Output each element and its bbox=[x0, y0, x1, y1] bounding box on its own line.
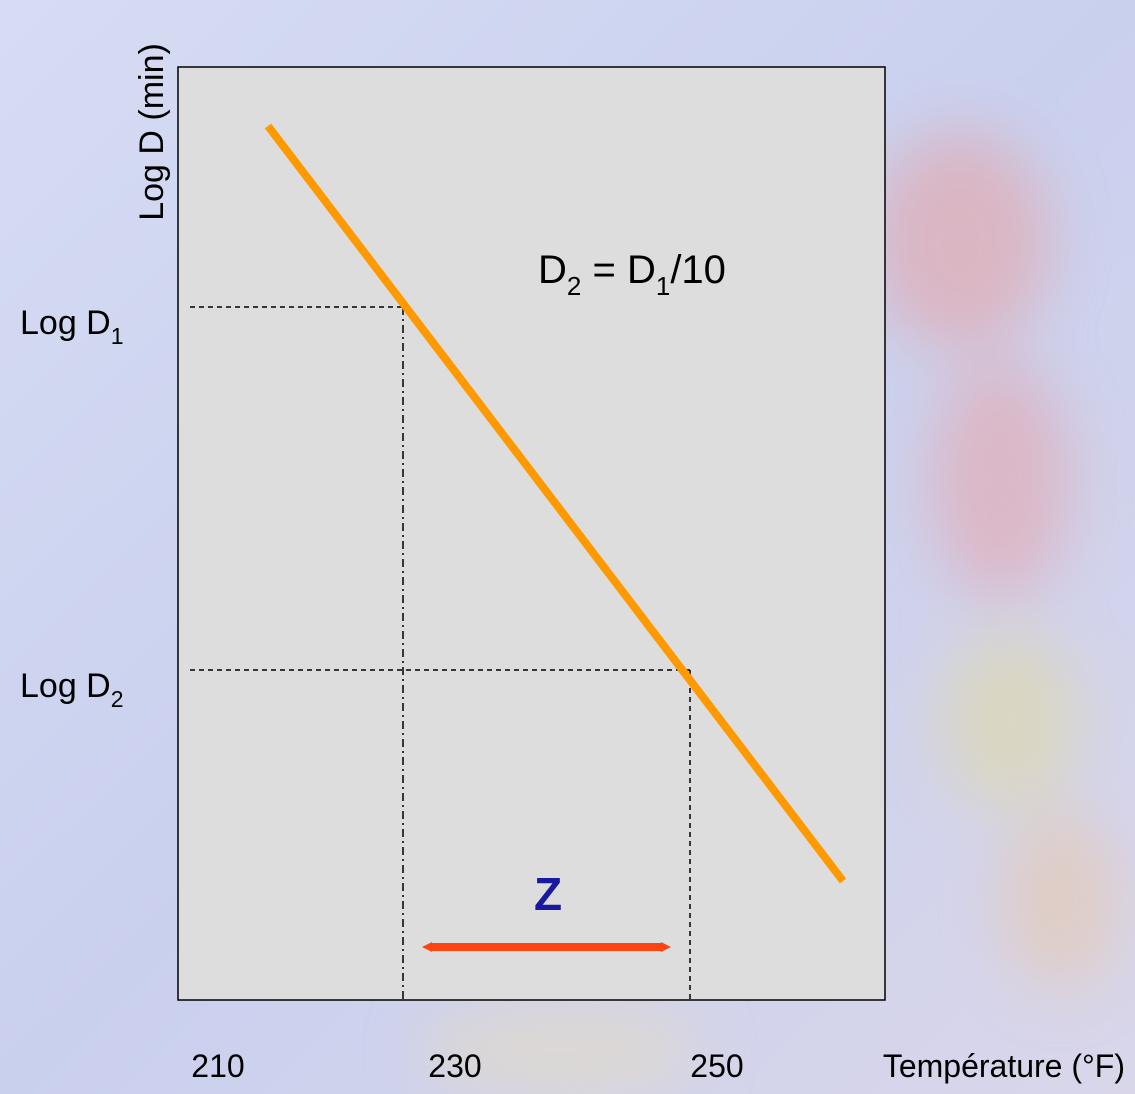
x-tick-label: 250 bbox=[690, 1048, 743, 1084]
label-sub: 2 bbox=[111, 686, 124, 712]
eq-sub: 2 bbox=[567, 271, 581, 301]
y-axis-label: Log D (min) bbox=[133, 43, 171, 221]
plot-area bbox=[178, 67, 885, 1000]
diagram: Z D2 = D1/10 Log D1 Log D2 Log D (min) 2… bbox=[0, 0, 1135, 1094]
label-sub: 1 bbox=[111, 323, 124, 349]
x-tick-label: 230 bbox=[428, 1048, 481, 1084]
label-text: Log D bbox=[20, 304, 111, 342]
label-text: Log D bbox=[20, 667, 111, 705]
x-tick-label: 210 bbox=[191, 1048, 244, 1084]
eq-part: /10 bbox=[670, 248, 726, 292]
x-axis-label: Température (°F) bbox=[883, 1048, 1125, 1084]
page: Z D2 = D1/10 Log D1 Log D2 Log D (min) 2… bbox=[0, 0, 1135, 1094]
eq-part: = D bbox=[581, 248, 655, 292]
interval-label: Z bbox=[534, 868, 562, 920]
eq-sub: 1 bbox=[656, 271, 670, 301]
eq-part: D bbox=[538, 248, 567, 292]
